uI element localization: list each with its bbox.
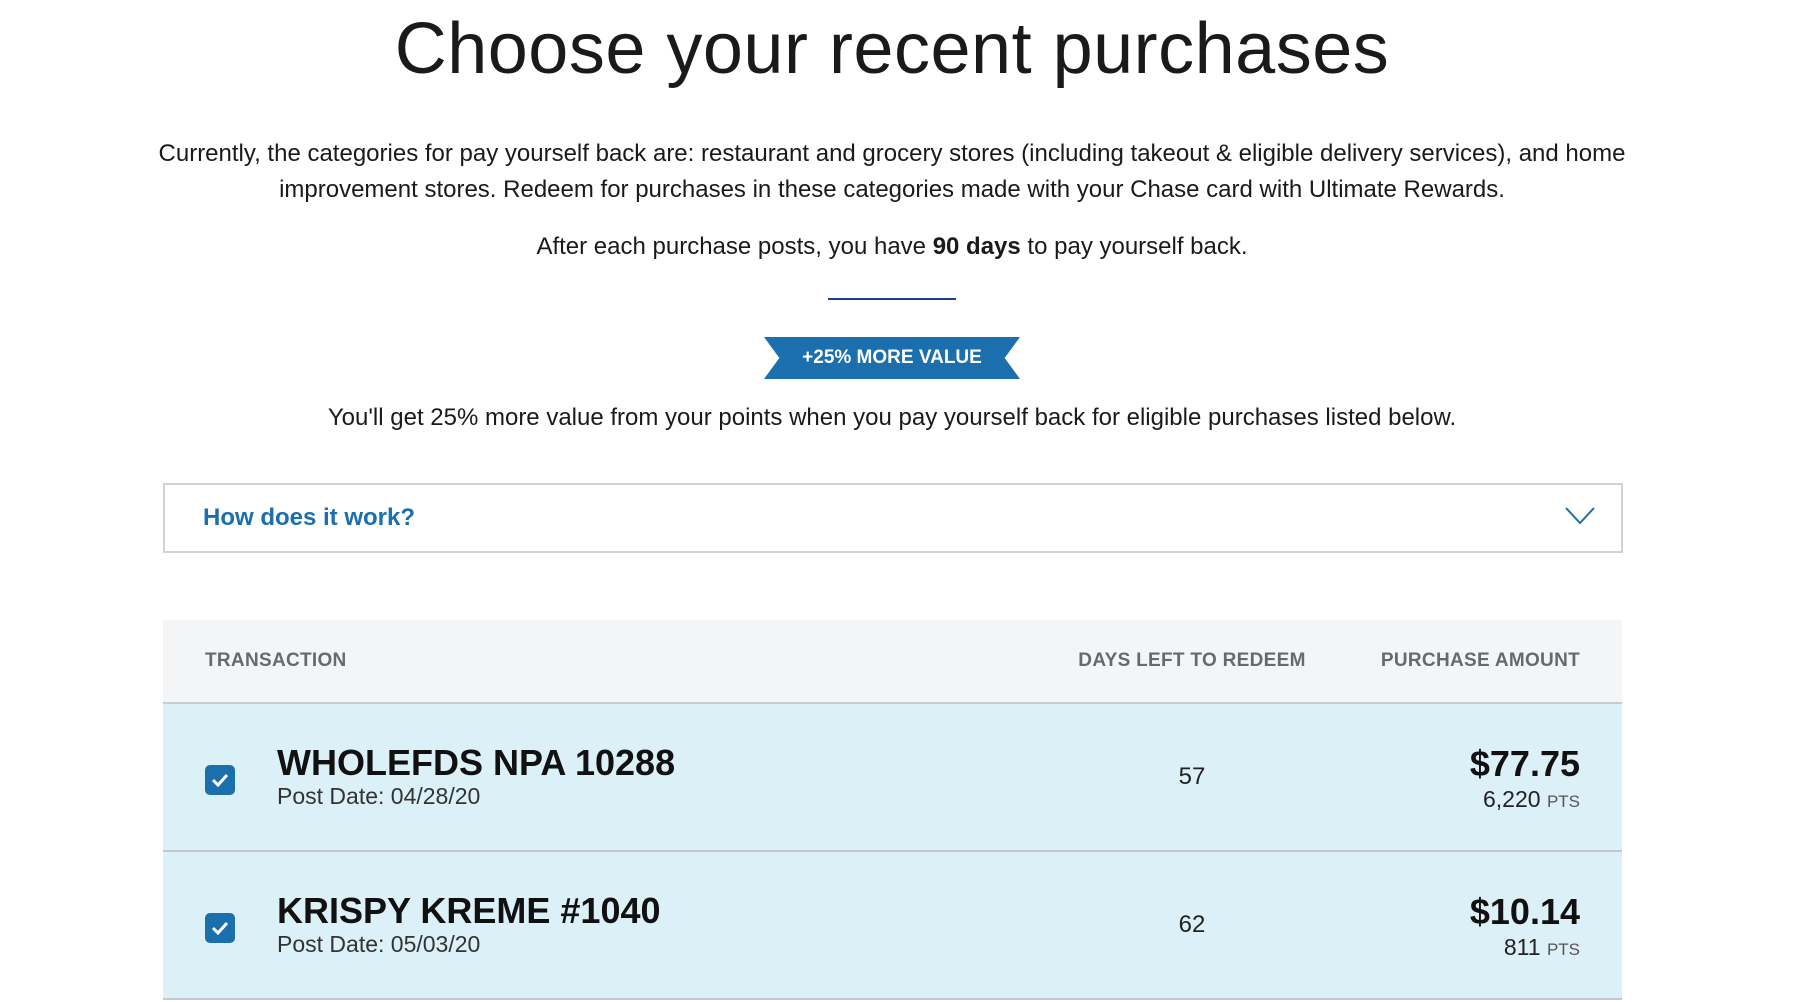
chevron-down-icon <box>1565 506 1595 530</box>
pts-label: PTS <box>1546 791 1580 811</box>
pts-label: PTS <box>1546 939 1580 959</box>
merchant-name: WHOLEFDS NPA 10288 <box>277 742 676 783</box>
header-purchase-amount: PURCHASE AMOUNT <box>1380 650 1580 671</box>
merchant-name: KRISPY KREME #1040 <box>277 890 661 931</box>
post-date: Post Date: 05/03/20 <box>277 931 481 957</box>
points-amount: 6,220 PTS <box>1342 786 1580 813</box>
days-prefix: After each purchase posts, you have <box>536 233 933 260</box>
points-value: 811 <box>1503 933 1541 960</box>
days-suffix: to pay yourself back. <box>1020 233 1248 260</box>
checkmark-icon <box>211 773 229 787</box>
more-value-text: You'll get 25% more value from your poin… <box>327 404 1457 431</box>
days-left: 62 <box>1178 911 1206 938</box>
checkmark-icon <box>211 921 229 935</box>
days-left: 57 <box>1178 763 1206 790</box>
redeem-window-text: After each purchase posts, you have 90 d… <box>0 233 1784 261</box>
points-amount: 811 PTS <box>1342 934 1580 961</box>
accordion-label: How does it work? <box>203 504 416 531</box>
categories-description: Currently, the categories for pay yourse… <box>158 140 1626 203</box>
table-row[interactable]: KRISPY KREME #1040 Post Date: 05/03/20 6… <box>163 852 1622 1000</box>
row-checkbox[interactable] <box>205 913 235 943</box>
days-bold: 90 days <box>932 233 1021 260</box>
header-transaction: TRANSACTION <box>205 650 347 671</box>
transactions-table: TRANSACTION DAYS LEFT TO REDEEM PURCHASE… <box>163 620 1622 1000</box>
purchase-amount: $10.14 <box>1469 890 1580 932</box>
points-value: 6,220 <box>1482 785 1541 812</box>
more-value-badge: +25% MORE VALUE <box>764 337 1020 379</box>
purchase-amount: $77.75 <box>1469 742 1580 784</box>
row-checkbox[interactable] <box>205 765 235 795</box>
divider <box>828 298 956 300</box>
post-date: Post Date: 04/28/20 <box>277 783 481 809</box>
header-days-left: DAYS LEFT TO REDEEM <box>1078 650 1306 671</box>
how-does-it-work-accordion[interactable]: How does it work? <box>163 483 1623 553</box>
table-header: TRANSACTION DAYS LEFT TO REDEEM PURCHASE… <box>163 620 1622 704</box>
table-row[interactable]: WHOLEFDS NPA 10288 Post Date: 04/28/20 5… <box>163 704 1622 852</box>
page-title: Choose your recent purchases <box>394 9 1390 89</box>
